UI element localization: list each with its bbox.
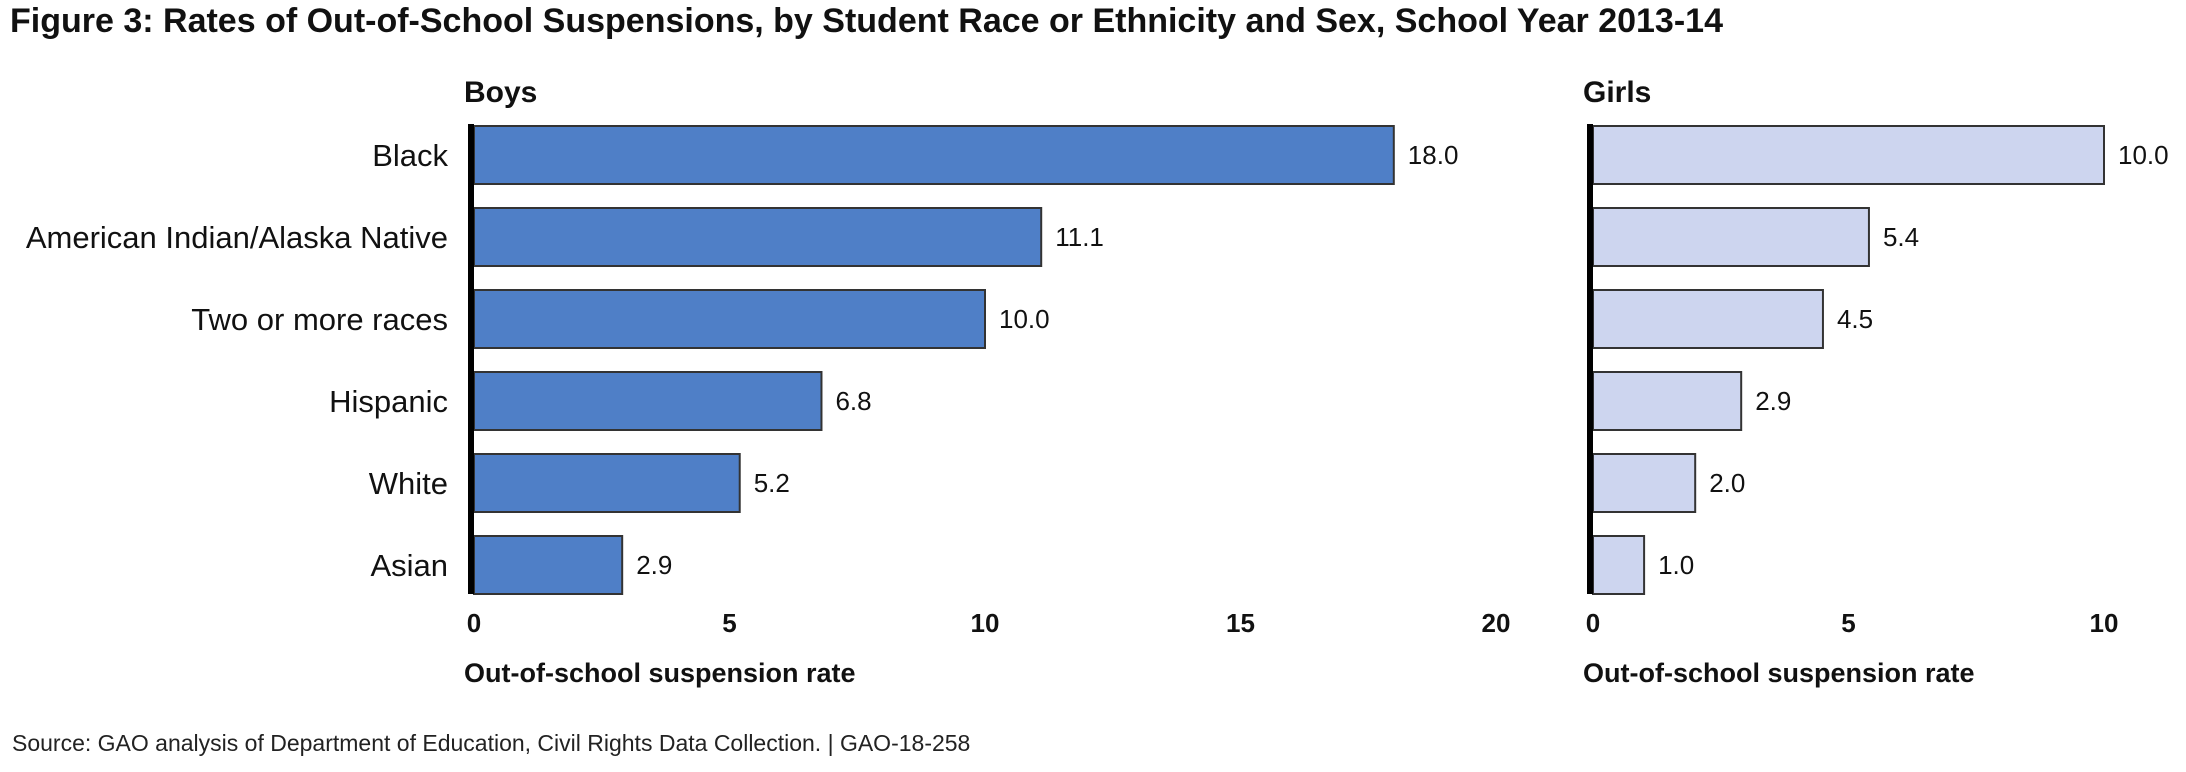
boys-value-label: 10.0 [999,304,1050,334]
category-label-asian: Asian [370,548,448,583]
boys-value-label: 18.0 [1408,140,1459,170]
girls-tick-label: 5 [1841,608,1855,638]
category-label-american-indian-alaska-native: American Indian/Alaska Native [26,220,448,255]
girls-tick-label: 0 [1586,608,1600,638]
category-label-two-or-more-races: Two or more races [191,302,448,337]
girls-bar-two-or-more-races [1592,289,1824,349]
girls-value-label: 1.0 [1658,550,1694,580]
girls-bar-hispanic [1592,371,1743,431]
boys-value-label: 11.1 [1055,222,1104,252]
category-label-white: White [369,466,448,501]
boys-axis-title: Out-of-school suspension rate [464,658,856,688]
boys-value-label: 6.8 [835,386,871,416]
boys-tick-label: 0 [467,608,481,638]
girls-tick-label: 10 [2090,608,2119,638]
boys-bar-black [473,125,1395,185]
category-label-black: Black [372,138,448,173]
boys-tick-label: 10 [971,608,1000,638]
girls-value-label: 4.5 [1837,304,1873,334]
girls-value-label: 2.9 [1755,386,1791,416]
boys-panel: Boys 18.0 Black 11.1 American Indian/Alaska … [26,76,1511,688]
boys-bar-american-indian-alaska-native [473,207,1043,267]
girls-bar-asian [1592,535,1646,595]
figure-title: Figure 3: Rates of Out-of-School Suspens… [10,2,1723,40]
boys-tick-label: 20 [1482,608,1511,638]
girls-value-label: 2.0 [1709,468,1745,498]
girls-bar-american-indian-alaska-native [1592,207,1870,267]
girls-panel: Girls 10.0 5.4 4.5 2.9 2.0 1.0 0 5 10 Out-of-schoo… [1583,76,2169,688]
boys-value-label: 2.9 [636,550,672,580]
boys-bar-two-or-more-races [473,289,986,349]
boys-bar-hispanic [473,371,823,431]
boys-bar-asian [473,535,624,595]
girls-value-label: 10.0 [2118,140,2169,170]
source-note: Source: GAO analysis of Department of Ed… [12,730,971,756]
girls-bar-white [1592,453,1697,513]
boys-panel-title: Boys [464,76,537,109]
girls-panel-title: Girls [1583,76,1651,109]
boys-tick-label: 5 [722,608,736,638]
girls-axis-title: Out-of-school suspension rate [1583,658,1975,688]
boys-axis-line [468,124,474,594]
boys-bar-white [473,453,741,513]
girls-axis-line [1587,124,1593,594]
girls-bar-black [1592,125,2105,185]
boys-value-label: 5.2 [754,468,790,498]
boys-tick-label: 15 [1226,608,1255,638]
girls-value-label: 5.4 [1883,222,1919,252]
category-label-hispanic: Hispanic [329,384,448,419]
